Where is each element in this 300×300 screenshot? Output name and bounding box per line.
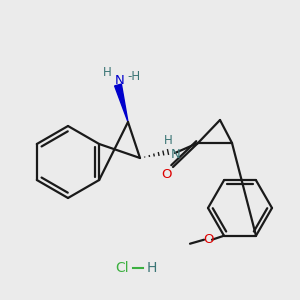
Text: H: H [147,261,158,275]
Text: N: N [115,74,125,86]
Text: N: N [171,148,181,160]
Text: O: O [162,167,172,181]
Text: Cl: Cl [115,261,129,275]
Text: -H: -H [128,70,141,83]
Polygon shape [115,84,128,122]
Text: H: H [164,134,172,148]
Text: O: O [204,233,214,246]
Text: H: H [103,65,111,79]
